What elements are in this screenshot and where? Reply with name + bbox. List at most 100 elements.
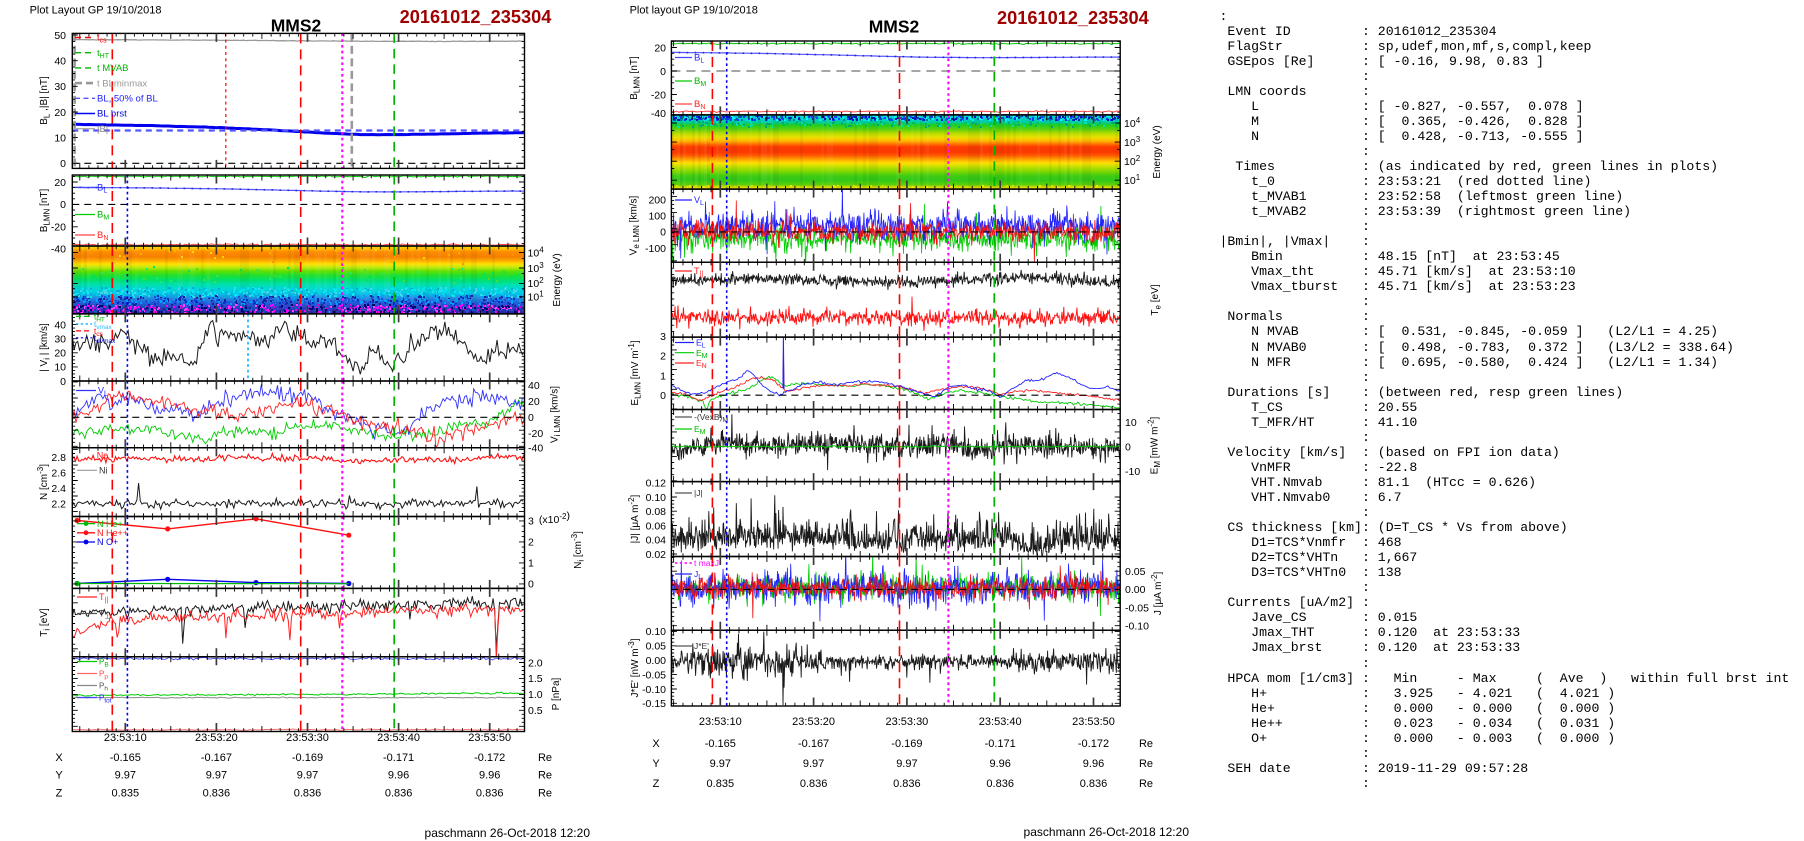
svg-text:Re: Re — [1139, 738, 1153, 750]
svg-text:BLMN [nT]: BLMN [nT] — [629, 56, 642, 100]
svg-text:-0.15: -0.15 — [642, 698, 666, 710]
svg-text:0: 0 — [660, 390, 666, 402]
svg-text:9.96: 9.96 — [989, 758, 1010, 770]
svg-text:2.4: 2.4 — [51, 483, 66, 495]
svg-text:-0.171: -0.171 — [985, 738, 1016, 750]
svg-text:9.97: 9.97 — [710, 758, 731, 770]
svg-text:(x10-2): (x10-2) — [539, 510, 570, 526]
svg-text:Y: Y — [55, 770, 63, 782]
svg-text:Energy (eV): Energy (eV) — [1152, 125, 1163, 178]
svg-text:9.96: 9.96 — [1083, 758, 1104, 770]
svg-text:| Vi | [km/s]: | Vi | [km/s] — [39, 323, 52, 372]
svg-text:Ne: Ne — [97, 451, 109, 461]
svg-text:t MVAB: t MVAB — [97, 63, 129, 74]
svg-text:1: 1 — [528, 558, 534, 570]
svg-text:J [μA m-2]: J [μA m-2] — [1150, 571, 1164, 615]
svg-text:0.08: 0.08 — [646, 506, 667, 518]
svg-text:tcs: tcs — [94, 327, 103, 338]
svg-text:Pp: Pp — [99, 670, 108, 681]
svg-text:2.2: 2.2 — [51, 499, 66, 511]
svg-text:3: 3 — [660, 331, 666, 343]
svg-text:Ni [cm-3]: Ni [cm-3] — [570, 531, 586, 569]
svg-text:EM: EM — [694, 424, 706, 436]
svg-text:200: 200 — [648, 195, 666, 207]
svg-text:P [nPa]: P [nPa] — [551, 677, 562, 710]
svg-text:-0.172: -0.172 — [474, 752, 505, 764]
svg-text:102: 102 — [528, 276, 545, 290]
svg-text:9.97: 9.97 — [896, 758, 917, 770]
svg-text:-20: -20 — [651, 89, 666, 101]
svg-text:9.97: 9.97 — [115, 770, 136, 782]
svg-text:T⊥: T⊥ — [99, 609, 111, 621]
svg-text:0.836: 0.836 — [1080, 778, 1108, 790]
svg-text:BM: BM — [97, 210, 109, 222]
svg-text:Ptot: Ptot — [99, 694, 112, 705]
svg-text:tcs: tcs — [97, 33, 107, 45]
svg-text:0: 0 — [60, 158, 66, 170]
svg-text:10: 10 — [54, 362, 66, 374]
svg-text:-20: -20 — [51, 222, 66, 234]
svg-text:Ni: Ni — [99, 466, 108, 476]
svg-text:0.5: 0.5 — [528, 705, 543, 717]
svg-text:2.6: 2.6 — [51, 468, 66, 480]
svg-text:Plot Layout GP 19/10/2018: Plot Layout GP 19/10/2018 — [30, 5, 162, 17]
svg-text:T||: T|| — [694, 266, 703, 278]
svg-text:23:53:20: 23:53:20 — [792, 716, 835, 728]
svg-text:2.0: 2.0 — [528, 657, 543, 669]
svg-text:-40: -40 — [528, 443, 543, 455]
svg-text:-0.172: -0.172 — [1078, 738, 1109, 750]
svg-text:paschmann 26-Oct-2018 12:20: paschmann 26-Oct-2018 12:20 — [1024, 825, 1190, 839]
svg-text:-0.171: -0.171 — [383, 752, 414, 764]
svg-text:0.835: 0.835 — [112, 787, 140, 799]
svg-text:1.5: 1.5 — [528, 673, 543, 685]
svg-text:0: 0 — [528, 579, 534, 591]
svg-text:101: 101 — [528, 290, 545, 304]
svg-text:23:53:10: 23:53:10 — [104, 732, 147, 744]
svg-text:BL, 50% of BL: BL, 50% of BL — [97, 94, 158, 105]
svg-text:-0.10: -0.10 — [642, 684, 666, 696]
svg-text:40: 40 — [54, 56, 66, 68]
svg-text:104: 104 — [528, 245, 545, 259]
svg-text:9.97: 9.97 — [803, 758, 824, 770]
svg-text:-0.05: -0.05 — [642, 669, 666, 681]
svg-text:102: 102 — [1124, 154, 1141, 168]
svg-text:VL: VL — [694, 195, 704, 207]
svg-text:20: 20 — [54, 107, 66, 119]
svg-text:0.10: 0.10 — [646, 626, 667, 638]
svg-text:20161012_235304: 20161012_235304 — [400, 7, 553, 27]
svg-text:1: 1 — [660, 370, 666, 382]
svg-text:BL: BL — [97, 183, 107, 195]
svg-text:-10: -10 — [1125, 466, 1140, 478]
svg-text:40: 40 — [528, 380, 540, 392]
svg-text:3: 3 — [528, 516, 534, 528]
svg-text:MMS2: MMS2 — [869, 17, 920, 37]
svg-text:0.835: 0.835 — [707, 778, 735, 790]
svg-text:BM: BM — [694, 76, 706, 88]
svg-text:23:53:50: 23:53:50 — [468, 732, 511, 744]
svg-text:Z: Z — [56, 787, 63, 799]
svg-text:EM [mW m-2]: EM [mW m-2] — [1147, 416, 1163, 474]
svg-text:EL: EL — [696, 338, 706, 350]
svg-text:23:53:50: 23:53:50 — [1072, 716, 1115, 728]
svg-text:Re: Re — [1139, 758, 1153, 770]
svg-text:-0.05: -0.05 — [1125, 602, 1149, 614]
svg-text:Re: Re — [1139, 778, 1153, 790]
svg-text:PB: PB — [99, 658, 109, 669]
svg-text:BL brst: BL brst — [97, 109, 127, 120]
svg-text:-0.167: -0.167 — [201, 752, 232, 764]
svg-text:-0.165: -0.165 — [705, 738, 736, 750]
svg-text:N [cm-3]: N [cm-3] — [36, 464, 50, 500]
svg-text:23:53:40: 23:53:40 — [377, 732, 420, 744]
svg-text:0.12: 0.12 — [646, 478, 667, 490]
svg-text:Ve LMN [km/s]: Ve LMN [km/s] — [629, 195, 642, 255]
svg-text:0.836: 0.836 — [893, 778, 921, 790]
svg-text:10: 10 — [54, 132, 66, 144]
svg-text:Te [eV]: Te [eV] — [1150, 284, 1163, 315]
svg-text:0: 0 — [660, 227, 666, 239]
svg-text:0: 0 — [660, 66, 666, 78]
svg-text:20: 20 — [54, 348, 66, 360]
svg-text:20161012_235304: 20161012_235304 — [997, 8, 1150, 28]
svg-text:23:53:40: 23:53:40 — [979, 716, 1022, 728]
svg-text:Energy (eV): Energy (eV) — [552, 253, 563, 306]
svg-text:0: 0 — [1125, 441, 1131, 453]
